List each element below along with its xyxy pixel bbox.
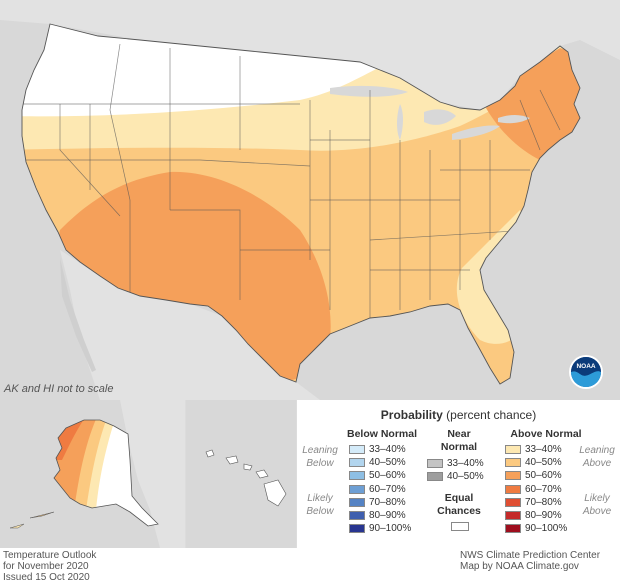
near-normal-header-line1: Near	[447, 428, 471, 440]
hawaii-inset	[186, 400, 296, 548]
above-normal-item-swatch	[505, 484, 521, 494]
leaning-below-line2: Below	[306, 458, 334, 469]
equal-chances-swatch	[451, 522, 469, 531]
likely-above-label: Likely Above	[577, 492, 617, 518]
above-normal-item-swatch	[505, 511, 521, 520]
near-normal-item-swatch	[427, 459, 443, 468]
above-normal-item-label: 60–70%	[525, 483, 562, 495]
noaa-logo-icon: NOAA	[569, 355, 603, 389]
above-normal-item-swatch	[505, 458, 521, 468]
below-normal-item-label: 70–80%	[369, 496, 406, 508]
svg-text:NOAA: NOAA	[576, 363, 595, 370]
footer-credit-cpc: NWS Climate Prediction Center	[460, 550, 601, 561]
footer-left: Temperature Outlook for November 2020 Is…	[3, 550, 96, 583]
legend-title-rest: (percent chance)	[446, 408, 537, 422]
likely-below-line2: Below	[306, 506, 334, 517]
above-normal-item-label: 50–60%	[525, 470, 562, 482]
near-normal-item-label: 40–50%	[447, 471, 484, 483]
above-normal-item-label: 80–90%	[525, 510, 562, 521]
equal-chances-line2: Chances	[437, 505, 481, 517]
equal-chances-label: Equal Chances	[429, 492, 489, 518]
leaning-above-label: Leaning Above	[577, 444, 617, 470]
above-normal-item-label: 90–100%	[525, 523, 568, 535]
likely-below-line1: Likely	[307, 493, 333, 504]
leaning-below-label: Leaning Below	[301, 444, 339, 470]
below-normal-item-swatch	[349, 471, 365, 481]
below-normal-item-label: 80–90%	[369, 510, 406, 521]
below-normal-item-swatch	[349, 497, 365, 507]
alaska-inset	[0, 400, 185, 548]
near-normal-item-label: 33–40%	[447, 458, 484, 469]
above-normal-item-swatch	[505, 524, 521, 534]
above-normal-item-label: 40–50%	[525, 457, 562, 469]
footer: Temperature Outlook for November 2020 Is…	[0, 548, 620, 585]
footer-outlook-period: for November 2020	[3, 561, 89, 572]
below-normal-item-label: 33–40%	[369, 444, 406, 455]
legend-title: Probability (percent chance)	[297, 408, 620, 422]
leaning-above-line2: Above	[582, 458, 612, 469]
legend-title-bold: Probability	[380, 408, 443, 422]
below-normal-item-swatch	[349, 484, 365, 494]
above-normal-item-label: 70–80%	[525, 496, 562, 508]
below-normal-item-swatch	[349, 524, 365, 534]
scale-note: AK and HI not to scale	[4, 383, 114, 395]
equal-chances-line1: Equal	[444, 492, 474, 504]
above-normal-header: Above Normal	[510, 428, 582, 440]
leaning-above-line1: Leaning	[579, 445, 615, 456]
below-normal-header: Below Normal	[346, 428, 417, 440]
above-normal-item-label: 33–40%	[525, 444, 562, 455]
legend-panel: Probability (percent chance) Below Norma…	[297, 400, 620, 548]
near-normal-header: Near Normal	[429, 428, 489, 454]
near-normal-header-line2: Normal	[440, 441, 478, 453]
footer-credit-map: Map by NOAA Climate.gov	[460, 561, 579, 572]
below-normal-item-swatch	[349, 458, 365, 468]
below-normal-item-swatch	[349, 445, 365, 454]
leaning-below-line1: Leaning	[302, 445, 338, 456]
above-normal-item-swatch	[505, 471, 521, 481]
below-normal-item-label: 50–60%	[369, 470, 406, 482]
below-normal-item-swatch	[349, 511, 365, 520]
above-normal-item-swatch	[505, 445, 521, 454]
below-normal-item-label: 60–70%	[369, 483, 406, 495]
above-normal-item-swatch	[505, 497, 521, 507]
likely-below-label: Likely Below	[301, 492, 339, 518]
below-normal-item-label: 40–50%	[369, 457, 406, 469]
footer-outlook-title: Temperature Outlook	[3, 550, 97, 561]
footer-issued-date: Issued 15 Oct 2020	[3, 572, 90, 583]
near-normal-item-swatch	[427, 472, 443, 482]
conus-map: NOAA	[21, 23, 603, 389]
footer-right: NWS Climate Prediction Center Map by NOA…	[460, 550, 600, 572]
likely-above-line1: Likely	[584, 493, 610, 504]
below-normal-item-label: 90–100%	[369, 523, 412, 535]
likely-above-line2: Above	[582, 506, 612, 517]
